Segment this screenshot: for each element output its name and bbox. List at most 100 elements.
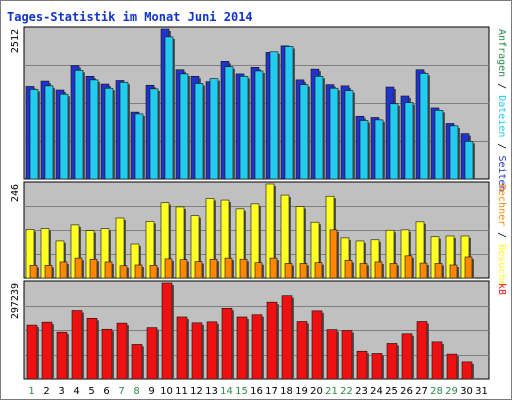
legend-panel-0: Anfragen / Dateien / Seiten: [496, 29, 507, 192]
bar-kb-day-30: [461, 361, 473, 380]
bar-dateien-day-3: [59, 93, 69, 180]
bar-dateien-day-14: [224, 66, 234, 180]
bar-kb-day-20: [311, 310, 323, 380]
bar-kb-day-2: [41, 321, 53, 380]
x-tick-label: 26: [400, 386, 413, 397]
x-tick-label: 2: [43, 386, 49, 397]
x-tick-label: 20: [310, 386, 323, 397]
bar-rechner-day-30: [464, 256, 473, 279]
bar-dateien-day-18: [284, 46, 294, 180]
bar-kb-day-19: [296, 321, 308, 380]
bar-rechner-day-14: [224, 257, 233, 279]
bar-kb-day-22: [341, 330, 353, 380]
bar-dateien-day-10: [164, 36, 174, 180]
bar-rechner-day-24: [374, 261, 383, 279]
bar-rechner-day-13: [209, 258, 218, 279]
x-tick-label: 22: [340, 386, 353, 397]
bar-kb-day-25: [386, 343, 398, 380]
bar-kb-day-24: [371, 353, 383, 380]
bar-dateien-day-27: [419, 73, 429, 180]
x-tick-label: 27: [415, 386, 428, 397]
bar-dateien-day-12: [194, 83, 204, 180]
bar-rechner-day-11: [179, 259, 188, 279]
bar-rechner-day-28: [434, 263, 443, 279]
y-max-label-panel-0: 2512: [10, 29, 21, 53]
legend-entry-dateien: Dateien: [496, 95, 507, 137]
bar-rechner-day-20: [314, 262, 323, 279]
x-tick-label: 18: [280, 386, 293, 397]
bar-kb-day-18: [281, 295, 293, 380]
x-tick-label: 15: [235, 386, 248, 397]
x-tick-label: 12: [190, 386, 203, 397]
x-tick-label: 3: [58, 386, 64, 397]
legend-entry-rechner: Rechner: [496, 184, 507, 226]
bar-dateien-day-25: [389, 103, 399, 180]
bar-rechner-day-15: [239, 258, 248, 279]
bar-dateien-day-4: [74, 70, 84, 180]
x-tick-label: 14: [220, 386, 233, 397]
bar-kb-day-17: [266, 301, 278, 380]
x-tick-label: 31: [475, 386, 488, 397]
bar-dateien-day-8: [134, 113, 144, 180]
legend-entry-kb: kB: [496, 283, 507, 295]
bar-kb-day-29: [446, 353, 458, 380]
bar-rechner-day-4: [74, 257, 83, 279]
bar-dateien-day-5: [89, 79, 99, 180]
bar-kb-day-1: [26, 324, 38, 380]
legend-separator: /: [496, 77, 507, 95]
bar-rechner-day-29: [449, 264, 458, 279]
y-max-label-panel-1: 246: [10, 184, 21, 202]
x-tick-label: 17: [265, 386, 278, 397]
legend-panel-1: Rechner / Besuche: [496, 184, 507, 286]
bar-dateien-day-22: [344, 90, 354, 180]
bar-rechner-day-2: [44, 265, 53, 279]
bar-dateien-day-19: [299, 84, 309, 180]
bar-kb-day-10: [161, 282, 173, 380]
bar-dateien-day-2: [44, 85, 54, 180]
legend-entry-seiten: Seiten: [496, 155, 507, 191]
bar-kb-day-7: [116, 322, 128, 380]
bar-kb-day-13: [206, 321, 218, 380]
bar-kb-day-6: [101, 328, 113, 380]
bar-rechner-day-21: [329, 229, 338, 279]
x-tick-label: 6: [103, 386, 109, 397]
bar-rechner-day-18: [284, 263, 293, 279]
bar-dateien-day-11: [179, 73, 189, 180]
bar-kb-day-26: [401, 333, 413, 380]
legend-panel-2: kB: [496, 283, 507, 295]
bar-rechner-day-10: [164, 258, 173, 279]
legend-entry-anfragen: Anfragen: [496, 29, 507, 77]
bar-dateien-day-28: [434, 110, 444, 180]
chart-title: Tages-Statistik im Monat Juni 2014: [7, 10, 253, 24]
bar-dateien-day-15: [239, 75, 249, 180]
bar-rechner-day-26: [404, 255, 413, 279]
x-tick-label: 30: [460, 386, 473, 397]
y-max-label-panel-2: 297239: [10, 283, 21, 319]
x-tick-label: 10: [160, 386, 173, 397]
x-tick-label: 25: [385, 386, 398, 397]
bar-kb-day-14: [221, 307, 233, 380]
bar-dateien-day-7: [119, 81, 129, 180]
x-tick-label: 7: [118, 386, 124, 397]
bar-kb-day-9: [146, 327, 158, 380]
bar-dateien-day-6: [104, 87, 114, 180]
legend-separator: /: [496, 226, 507, 244]
bar-dateien-day-29: [449, 125, 459, 180]
bar-dateien-day-21: [329, 87, 339, 180]
bar-rechner-day-22: [344, 260, 353, 279]
x-tick-label: 11: [175, 386, 188, 397]
bar-rechner-day-5: [89, 258, 98, 279]
bar-rechner-day-17: [269, 257, 278, 279]
bar-dateien-day-13: [209, 78, 219, 180]
bar-rechner-day-3: [59, 261, 68, 279]
bar-kb-day-28: [431, 341, 443, 380]
bar-rechner-day-27: [419, 262, 428, 279]
bar-dateien-day-24: [374, 119, 384, 180]
bar-kb-day-11: [176, 316, 188, 380]
x-tick-label: 16: [250, 386, 263, 397]
bar-dateien-day-1: [29, 89, 39, 180]
legend-entry-besuche: Besuche: [496, 244, 507, 286]
x-tick-label: 4: [73, 386, 79, 397]
